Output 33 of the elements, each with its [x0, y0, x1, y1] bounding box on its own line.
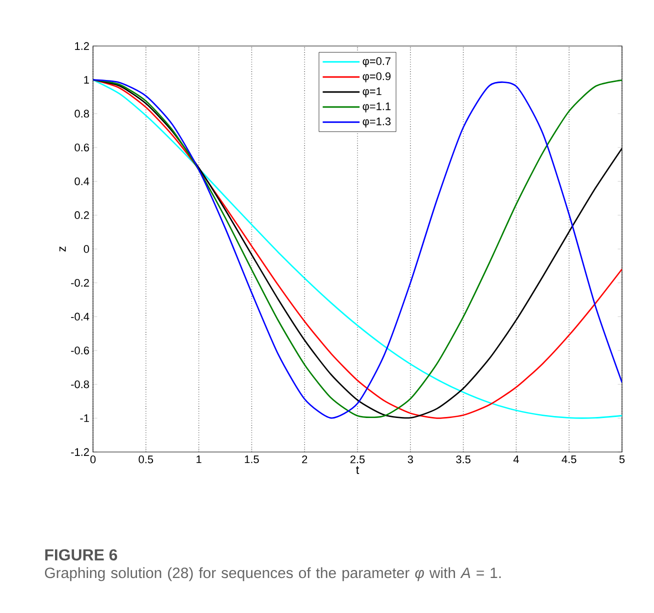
x-tick-label: 0.5	[138, 456, 154, 464]
x-tick-label: 4.5	[562, 456, 576, 464]
x-tick-label: 4	[513, 456, 519, 464]
legend-label: φ=1	[362, 88, 382, 98]
y-axis-title: z	[59, 246, 66, 252]
y-tick-label: -0.8	[71, 380, 89, 388]
x-tick-label: 0	[90, 456, 96, 464]
x-tick-label: 2.5	[350, 456, 365, 464]
legend-label: φ=1.1	[362, 102, 391, 112]
x-tick-label: 3.5	[456, 456, 470, 464]
y-tick-label: 0.2	[74, 211, 89, 220]
x-axis-title: t	[356, 466, 360, 474]
y-tick-label: -1.2	[71, 448, 89, 456]
y-tick-label: 0	[84, 245, 90, 253]
y-tick-label: -0.2	[71, 278, 89, 287]
legend-label: φ=1.3	[362, 118, 391, 128]
y-tick-label: -0.4	[71, 312, 90, 321]
x-tick-label: 3	[408, 456, 413, 464]
y-tick-label: 0.6	[74, 144, 89, 152]
x-tick-label: 2	[302, 456, 308, 464]
y-tick-label: 0.4	[74, 177, 90, 186]
x-tick-label: 1.5	[244, 456, 259, 464]
x-tick-label: 1	[196, 456, 202, 464]
text: FIGURE 6	[45, 549, 118, 560]
y-tick-label: -1	[80, 414, 89, 422]
legend-label: φ=0.9	[362, 72, 391, 82]
y-tick-label: -0.6	[71, 346, 89, 354]
x-tick-label: 5	[619, 456, 625, 464]
y-tick-label: 1	[84, 76, 89, 84]
y-tick-label: 1.2	[75, 42, 89, 50]
text: Graphing solution (28) for sequences of the parameter φ with A = 1.	[44, 567, 501, 582]
legend-label: φ=0.7	[362, 57, 390, 68]
y-tick-label: 0.8	[74, 110, 89, 118]
